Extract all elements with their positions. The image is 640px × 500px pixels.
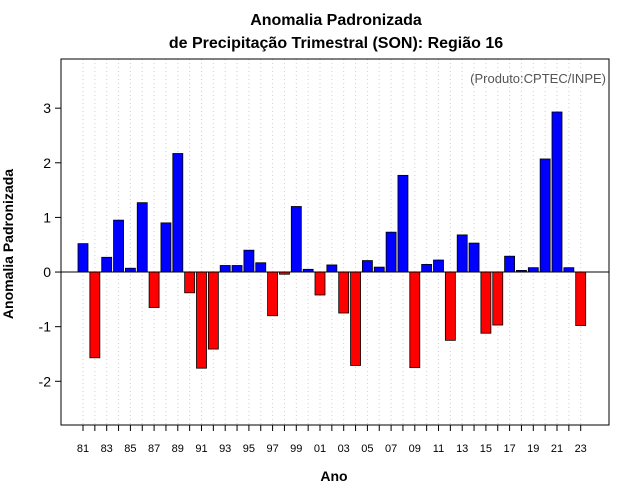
ytick-label: 0 <box>43 264 51 280</box>
xtick-label: 91 <box>195 443 207 455</box>
bar-14 <box>468 242 480 273</box>
bar-82 <box>89 271 101 359</box>
xtick-label: 05 <box>361 443 373 455</box>
xtick-label: 87 <box>148 443 160 455</box>
bar-10 <box>421 263 433 273</box>
bar-87 <box>148 271 160 308</box>
bar-97 <box>267 271 279 317</box>
bar-99 <box>290 206 302 273</box>
chart-title-line1: Anomalia Padronizada <box>250 12 422 29</box>
xtick-label: 83 <box>101 443 113 455</box>
xtick-label: 95 <box>243 443 255 455</box>
bar-15 <box>480 271 492 334</box>
xtick-label: 93 <box>219 443 231 455</box>
y-axis-label: Anomalia Padronizada <box>0 169 16 319</box>
bar-86 <box>136 202 148 273</box>
ytick-label: 2 <box>43 155 51 171</box>
bar-16 <box>492 271 504 326</box>
bar-94 <box>231 265 243 273</box>
bar-04 <box>350 271 361 366</box>
x-axis: 81 83 85 87 89 91 93 95 97 99 01 03 05 07 09 11 13 15 17 19… <box>77 425 587 455</box>
ytick-label: -1 <box>39 319 52 335</box>
bar-92 <box>207 271 219 350</box>
bar-03 <box>338 271 350 314</box>
bar-85 <box>125 267 136 273</box>
xtick-label: 89 <box>172 443 184 455</box>
plot-frame <box>60 58 610 426</box>
xtick-label: 81 <box>77 443 89 455</box>
vertical-gridlines <box>82 59 582 425</box>
bar-91 <box>196 271 207 369</box>
credit-text: (Produto:CPTEC/INPE) <box>470 71 606 86</box>
bar-88 <box>160 222 172 273</box>
bar-05 <box>361 260 373 273</box>
bar-01 <box>314 271 326 296</box>
bar-81 <box>77 243 89 273</box>
bar-12 <box>444 271 456 341</box>
bar-93 <box>219 265 231 273</box>
bar-series <box>77 111 587 369</box>
bar-95 <box>243 249 255 273</box>
bar-08 <box>397 174 409 273</box>
xtick-label: 21 <box>551 443 563 455</box>
xtick-label: 23 <box>575 443 587 455</box>
bar-02 <box>326 264 338 273</box>
xtick-label: 85 <box>124 443 136 455</box>
bar-13 <box>456 234 468 273</box>
bar-07 <box>385 231 397 273</box>
bar-20 <box>539 158 551 273</box>
bar-90 <box>184 271 196 294</box>
xtick-label: 17 <box>503 443 515 455</box>
xtick-label: 03 <box>338 443 350 455</box>
xtick-label: 99 <box>290 443 302 455</box>
bar-17 <box>504 255 516 273</box>
xtick-label: 11 <box>433 443 444 455</box>
xtick-label: 15 <box>480 443 492 455</box>
bar-21 <box>551 111 563 273</box>
bar-09 <box>409 271 421 369</box>
xtick-label: 19 <box>527 443 539 455</box>
ytick-label: 3 <box>43 100 51 116</box>
xtick-label: 07 <box>385 443 397 455</box>
xtick-label: 97 <box>266 443 278 455</box>
bar-23 <box>575 271 587 326</box>
y-axis: -2 -1 0 1 2 3 <box>39 100 61 389</box>
x-axis-label: Ano <box>320 468 347 484</box>
bar-84 <box>113 219 124 273</box>
ytick-label: 1 <box>43 209 51 225</box>
bar-83 <box>101 256 113 273</box>
bar-96 <box>255 262 267 273</box>
bar-19 <box>527 267 539 273</box>
ytick-label: -2 <box>39 373 52 389</box>
bar-22 <box>563 267 575 273</box>
bar-89 <box>172 153 184 273</box>
xtick-label: 13 <box>456 443 468 455</box>
bar-11 <box>433 259 444 273</box>
chart-title-line2: de Precipitação Trimestral (SON): Região… <box>169 35 503 52</box>
xtick-label: 01 <box>314 443 326 455</box>
bar-06 <box>373 266 385 273</box>
xtick-label: 09 <box>409 443 421 455</box>
